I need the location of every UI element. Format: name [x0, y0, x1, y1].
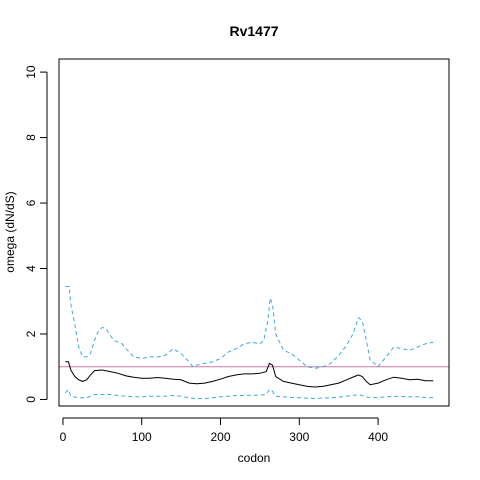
y-tick-label: 4	[24, 265, 38, 272]
plot-series	[59, 286, 449, 400]
series-line-lower	[64, 388, 434, 400]
plot-frame	[58, 58, 450, 407]
y-tick-label: 6	[24, 199, 38, 206]
x-axis-label: codon	[238, 451, 271, 465]
y-axis: 0 2 4 6 8 10	[24, 65, 48, 403]
x-tick-label: 400	[368, 430, 388, 444]
x-tick-label: 0	[60, 430, 67, 444]
y-tick-label: 2	[24, 330, 38, 337]
x-tick-label: 300	[289, 430, 309, 444]
y-tick-label: 0	[24, 396, 38, 403]
series-line-estimate	[65, 361, 434, 388]
x-tick-label: 200	[210, 430, 230, 444]
y-axis-label: omega (dN/dS)	[3, 191, 17, 272]
chart-title: Rv1477	[229, 23, 278, 39]
x-tick-label: 100	[132, 430, 152, 444]
y-tick-label: 8	[24, 134, 38, 141]
x-axis: 0 100 200 300 400	[60, 417, 388, 444]
series-line-upper	[65, 286, 434, 369]
y-tick-label: 10	[24, 65, 38, 79]
